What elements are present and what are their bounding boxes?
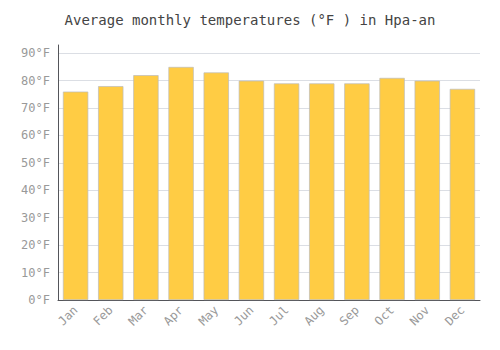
svg-text:Average monthly temperatures (: Average monthly temperatures (°F ) in Hp… xyxy=(65,12,436,28)
svg-text:90°F: 90°F xyxy=(21,46,50,60)
svg-text:50°F: 50°F xyxy=(21,156,50,170)
svg-text:Oct: Oct xyxy=(372,303,397,328)
svg-text:Mar: Mar xyxy=(126,303,151,328)
svg-text:80°F: 80°F xyxy=(21,74,50,88)
svg-text:May: May xyxy=(196,303,221,328)
svg-text:70°F: 70°F xyxy=(21,101,50,115)
svg-text:30°F: 30°F xyxy=(21,211,50,225)
svg-text:40°F: 40°F xyxy=(21,183,50,197)
svg-text:Jan: Jan xyxy=(55,303,80,328)
svg-text:10°F: 10°F xyxy=(21,266,50,280)
svg-text:Jul: Jul xyxy=(266,303,291,328)
svg-text:Dec: Dec xyxy=(442,303,467,328)
svg-text:20°F: 20°F xyxy=(21,238,50,252)
svg-text:Sep: Sep xyxy=(337,303,362,328)
svg-text:Feb: Feb xyxy=(90,303,115,328)
svg-text:Aug: Aug xyxy=(301,303,326,328)
svg-text:Nov: Nov xyxy=(407,303,432,328)
svg-text:Apr: Apr xyxy=(161,303,186,328)
svg-text:Jun: Jun xyxy=(231,303,256,328)
svg-text:60°F: 60°F xyxy=(21,128,50,142)
svg-text:0°F: 0°F xyxy=(28,293,50,307)
